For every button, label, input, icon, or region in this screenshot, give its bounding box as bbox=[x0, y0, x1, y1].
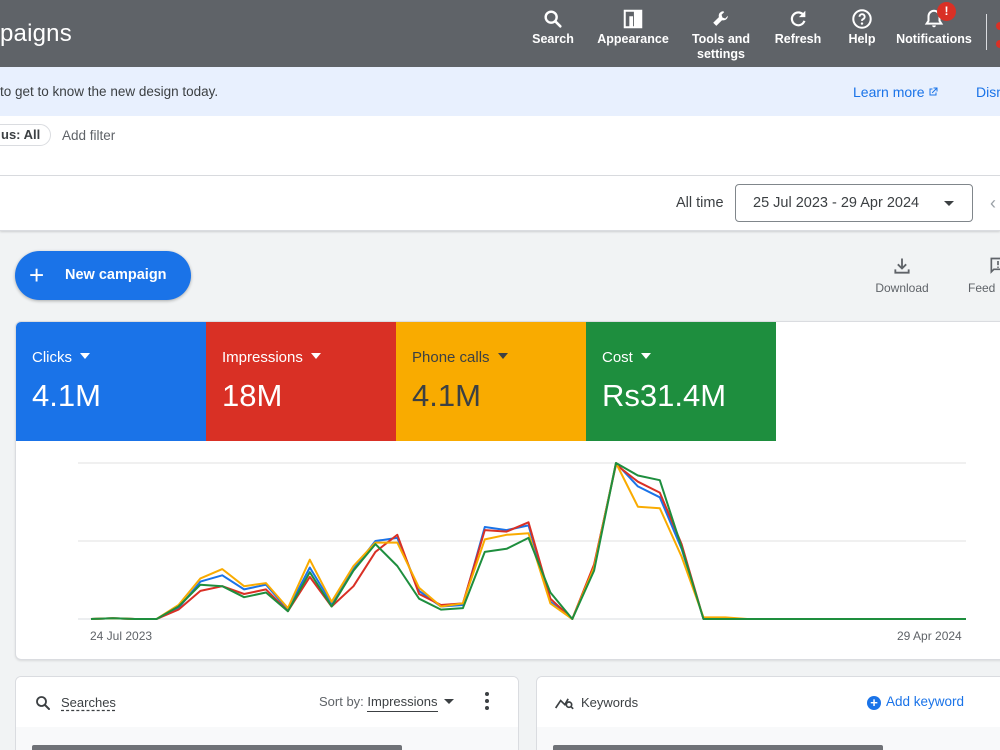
metric-name-text: Phone calls bbox=[412, 349, 490, 366]
help-icon bbox=[852, 9, 872, 29]
date-range-dropdown[interactable]: 25 Jul 2023 - 29 Apr 2024 bbox=[735, 184, 973, 222]
chevron-down-icon bbox=[944, 201, 954, 206]
metric-name-text: Cost bbox=[602, 349, 633, 366]
page-title: paigns bbox=[0, 20, 72, 47]
refresh-button[interactable]: Refresh bbox=[770, 8, 826, 47]
open-in-new-icon bbox=[929, 87, 938, 96]
dropdown-arrow-icon bbox=[310, 353, 321, 359]
searches-card-header: Searches Sort by: Impressions bbox=[16, 677, 518, 727]
notifications-button[interactable]: ! Notifications bbox=[894, 2, 974, 47]
metric-name-text: Clicks bbox=[32, 349, 72, 366]
wrench-icon bbox=[713, 11, 728, 26]
notifications-label: Notifications bbox=[896, 32, 972, 46]
dropdown-arrow-icon bbox=[640, 353, 651, 359]
more-options-icon[interactable] bbox=[484, 692, 490, 713]
search-tool-label: Search bbox=[532, 32, 574, 46]
metric-name[interactable]: Clicks bbox=[32, 349, 90, 366]
learn-more-label: Learn more bbox=[853, 84, 925, 100]
chevron-left-icon[interactable]: ‹ bbox=[990, 193, 996, 213]
help-button[interactable]: Help bbox=[842, 8, 882, 47]
header-divider bbox=[986, 14, 987, 50]
add-keyword-label: Add keyword bbox=[886, 694, 965, 709]
series-layer bbox=[90, 462, 966, 620]
keywords-card: Keywords + Add keyword bbox=[536, 676, 1000, 750]
appearance-tool-button[interactable]: Appearance bbox=[596, 8, 670, 47]
metric-tile-cost[interactable]: Cost Rs31.4M bbox=[586, 322, 776, 441]
metric-name-text: Impressions bbox=[222, 349, 303, 366]
filter-bar: us: All Add filter bbox=[0, 116, 1000, 176]
appearance-icon bbox=[623, 9, 643, 29]
add-circle-icon: + bbox=[867, 696, 881, 710]
sort-dropdown[interactable]: Sort by: Impressions bbox=[319, 694, 454, 712]
sort-label: Sort by: bbox=[319, 694, 364, 709]
plus-icon: + bbox=[29, 260, 45, 290]
metric-value: 18M bbox=[222, 378, 283, 413]
learn-more-link[interactable]: Learn more bbox=[853, 84, 939, 100]
text-placeholder-line bbox=[553, 745, 883, 750]
add-filter-button[interactable]: Add filter bbox=[62, 128, 116, 143]
refresh-label: Refresh bbox=[774, 32, 822, 46]
account-indicator-secondary bbox=[996, 40, 1000, 48]
series-line-cost bbox=[90, 462, 966, 620]
searches-card: Searches Sort by: Impressions bbox=[15, 676, 519, 750]
dropdown-arrow-icon bbox=[497, 353, 508, 359]
metric-value: 4.1M bbox=[412, 378, 481, 413]
metric-tile-impressions[interactable]: Impressions 18M bbox=[206, 322, 396, 441]
appearance-tool-label: Appearance bbox=[597, 32, 669, 46]
series-line-impressions bbox=[90, 463, 966, 620]
search-icon bbox=[544, 10, 562, 28]
add-keyword-button[interactable]: + Add keyword bbox=[867, 694, 964, 710]
metric-tile-phone-calls[interactable]: Phone calls 4.1M bbox=[396, 322, 586, 441]
date-range-bar: All time 25 Jul 2023 - 29 Apr 2024 ‹ bbox=[0, 176, 1000, 231]
metric-name[interactable]: Phone calls bbox=[412, 349, 508, 366]
tools-settings-label: Tools and settings bbox=[691, 32, 751, 61]
refresh-icon bbox=[790, 10, 806, 27]
feedback-button[interactable]: Feed bbox=[968, 256, 1000, 295]
design-banner: to get to know the new design today. Lea… bbox=[0, 67, 1000, 116]
feedback-icon bbox=[990, 257, 1000, 274]
metric-name[interactable]: Impressions bbox=[222, 349, 321, 366]
x-end-label: 29 Apr 2024 bbox=[897, 629, 962, 643]
search-tool-button[interactable]: Search bbox=[528, 8, 578, 47]
account-indicator[interactable] bbox=[996, 22, 1000, 30]
metric-value: 4.1M bbox=[32, 378, 101, 413]
date-range-value: 25 Jul 2023 - 29 Apr 2024 bbox=[753, 195, 920, 211]
searches-card-body bbox=[16, 727, 518, 750]
x-start-label: 24 Jul 2023 bbox=[90, 629, 152, 643]
status-filter-chip[interactable]: us: All bbox=[0, 124, 52, 146]
tools-settings-button[interactable]: Tools and settings bbox=[686, 8, 756, 62]
feedback-label: Feed bbox=[968, 281, 996, 295]
performance-card: Clicks 4.1M Impressions 18M Phone calls … bbox=[15, 321, 1000, 660]
performance-chart: 24 Jul 2023 29 Apr 2024 bbox=[16, 441, 1000, 659]
metric-tile-clicks[interactable]: Clicks 4.1M bbox=[16, 322, 206, 441]
keywords-card-header: Keywords + Add keyword bbox=[537, 677, 1000, 727]
keyword-trend-icon bbox=[554, 698, 574, 710]
chevron-down-icon bbox=[443, 699, 454, 704]
searches-title[interactable]: Searches bbox=[61, 695, 116, 710]
metric-name[interactable]: Cost bbox=[602, 349, 651, 366]
banner-message: to get to know the new design today. bbox=[0, 84, 219, 99]
sort-value: Impressions bbox=[367, 694, 438, 712]
text-placeholder-line bbox=[32, 745, 402, 750]
help-label: Help bbox=[848, 32, 876, 46]
download-icon bbox=[894, 258, 910, 274]
keywords-card-body bbox=[537, 727, 1000, 750]
new-campaign-button[interactable]: + New campaign bbox=[15, 251, 191, 300]
download-button[interactable]: Download bbox=[868, 256, 936, 295]
notification-badge: ! bbox=[937, 2, 956, 21]
download-label: Download bbox=[875, 281, 929, 295]
top-app-bar: paigns Search Appearance Tools and setti… bbox=[0, 0, 1000, 67]
new-campaign-label: New campaign bbox=[65, 267, 167, 283]
performance-line-chart: 24 Jul 2023 29 Apr 2024 bbox=[78, 462, 966, 643]
dismiss-link[interactable]: Dism bbox=[976, 84, 1000, 100]
keywords-title: Keywords bbox=[581, 695, 639, 710]
dropdown-arrow-icon bbox=[80, 353, 90, 359]
date-preset-label: All time bbox=[676, 195, 724, 211]
metric-value: Rs31.4M bbox=[602, 378, 727, 413]
search-icon bbox=[36, 696, 50, 710]
